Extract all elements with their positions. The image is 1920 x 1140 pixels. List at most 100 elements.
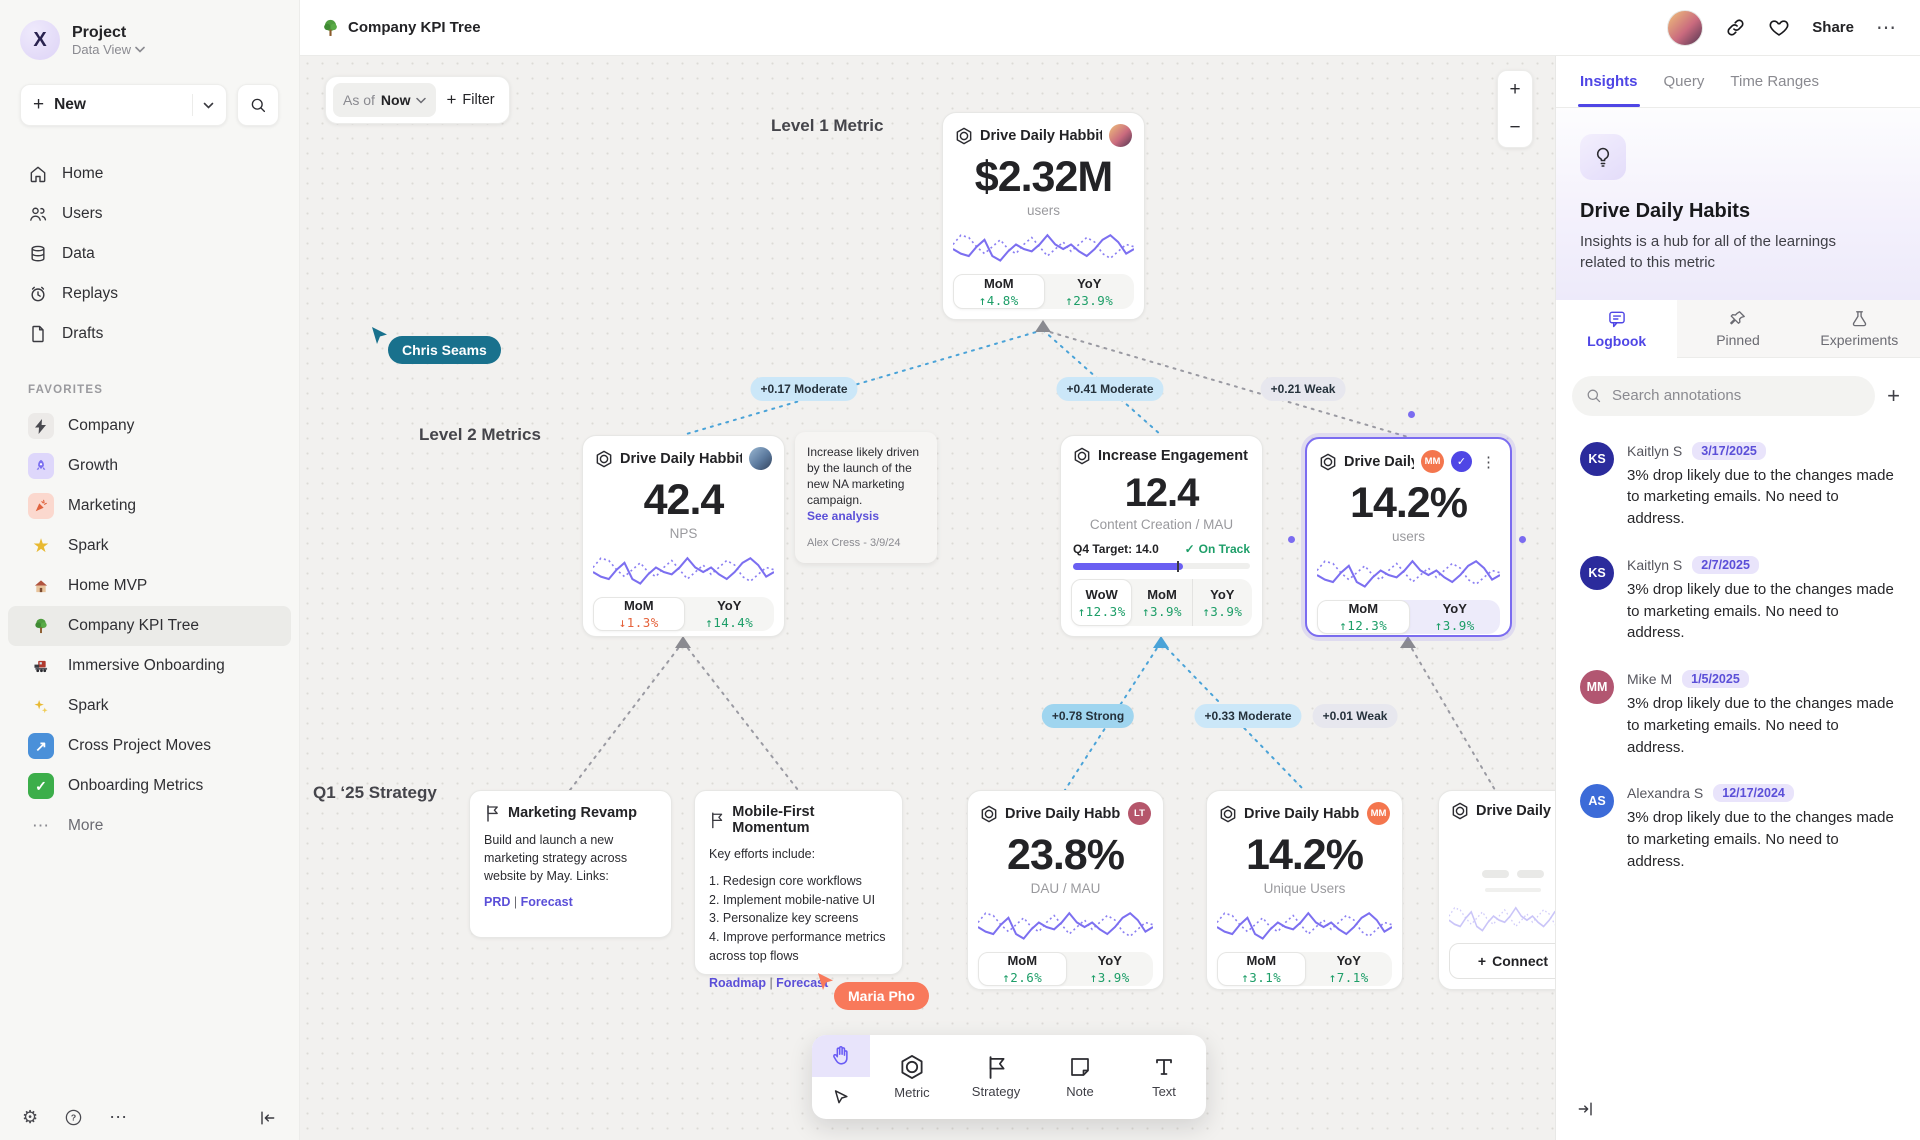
copy-link-icon[interactable] [1725, 17, 1746, 38]
forecast-link[interactable]: Forecast [776, 975, 829, 990]
favorite-item-onboarding-metrics[interactable]: ✓ Onboarding Metrics [8, 766, 291, 806]
favorite-item-immersive-onboarding[interactable]: Immersive Onboarding [8, 646, 291, 686]
annotation-text: 3% drop likely due to the changes made t… [1627, 695, 1894, 756]
selection-handle[interactable] [1288, 536, 1295, 543]
annotation-note-card[interactable]: Increase likely driven by the launch of … [795, 432, 937, 564]
delta-yoy[interactable]: YoY ↑23.9% [1065, 275, 1114, 308]
settings-gear-icon[interactable]: ⚙ [22, 1107, 39, 1127]
delta-mom[interactable]: MoM ↑4.8% [953, 274, 1045, 309]
sidebar-item-drafts[interactable]: Drafts [8, 314, 291, 354]
favorite-item-growth[interactable]: Growth [8, 446, 291, 486]
hand-tool-button[interactable] [812, 1035, 870, 1077]
sidebar-item-replays[interactable]: Replays [8, 274, 291, 314]
metric-card-partial[interactable]: Drive Daily Hab + Connect [1438, 790, 1555, 990]
annotation-item[interactable]: MM Mike M 1/5/2025 3% drop likely due to… [1580, 670, 1900, 758]
help-icon[interactable]: ? [64, 1108, 83, 1127]
add-annotation-button[interactable]: + [1887, 382, 1900, 408]
favorite-item-spark-2[interactable]: Spark [8, 686, 291, 726]
annotation-item[interactable]: AS Alexandra S 12/17/2024 3% drop likely… [1580, 784, 1900, 872]
prd-link[interactable]: PRD [484, 895, 511, 910]
sidebar-item-data[interactable]: Data [8, 234, 291, 274]
annotation-date-badge[interactable]: 2/7/2025 [1692, 555, 1759, 574]
subtab-logbook[interactable]: Logbook [1556, 299, 1678, 358]
sidebar-item-users[interactable]: Users [8, 194, 291, 234]
favorite-item-company[interactable]: Company [8, 406, 291, 446]
subtab-pinned[interactable]: Pinned [1677, 299, 1799, 358]
metric-value: 23.8% [1007, 831, 1125, 879]
search-button[interactable] [237, 84, 279, 126]
delta-mom[interactable]: MoM ↑3.1% [1217, 952, 1306, 986]
annotation-item[interactable]: KS Kaitlyn S 3/17/2025 3% drop likely du… [1580, 441, 1900, 530]
share-button[interactable]: Share [1812, 19, 1854, 36]
connect-metric-button[interactable]: + Connect [1449, 943, 1555, 979]
favorite-heart-icon[interactable] [1768, 17, 1790, 38]
note-author: Alex Cress - 3/9/24 [807, 537, 901, 550]
delta-yoy[interactable]: YoY ↑3.9% [1434, 601, 1475, 633]
strategy-tool-button[interactable]: Strategy [954, 1035, 1038, 1119]
favorite-item-company-kpi-tree[interactable]: Company KPI Tree [8, 606, 291, 646]
check-icon: ✓ [1184, 542, 1195, 556]
delta-mom[interactable]: MoM ↑2.6% [978, 952, 1067, 986]
card-menu-icon[interactable]: ⋮ [1481, 453, 1496, 471]
data-view-switcher[interactable]: Data View [72, 42, 145, 57]
favorite-item-spark[interactable]: ★ Spark [8, 526, 291, 566]
bolt-icon [28, 413, 54, 439]
selection-handle[interactable] [1519, 536, 1526, 543]
as-of-dropdown[interactable]: As of Now [333, 83, 437, 117]
chevron-down-icon[interactable] [203, 102, 214, 109]
new-button[interactable]: + New [20, 84, 227, 126]
tab-time-ranges[interactable]: Time Ranges [1730, 73, 1820, 90]
selection-handle[interactable] [1408, 411, 1415, 418]
annotation-date-badge[interactable]: 12/17/2024 [1713, 784, 1794, 803]
favorite-item-marketing[interactable]: Marketing [8, 486, 291, 526]
metric-card-level1[interactable]: Drive Daily Habbits $2.32M users MoM ↑4.… [942, 112, 1145, 320]
delta-wow[interactable]: WoW ↑12.3% [1071, 579, 1133, 626]
zoom-out-button[interactable]: − [1509, 117, 1521, 138]
delta-yoy[interactable]: YoY ↑14.4% [705, 598, 754, 630]
delta-mom[interactable]: MoM ↓1.3% [593, 597, 685, 631]
sidebar-item-home[interactable]: Home [8, 154, 291, 194]
metric-card-selected[interactable]: Drive Daily Habb.. MM ✓ ⋮ 14.2% users Mo… [1305, 437, 1512, 637]
metric-card-dau-mau[interactable]: Drive Daily Habbits LT 23.8% DAU / MAU M… [967, 790, 1164, 990]
select-tool-button[interactable] [812, 1077, 870, 1119]
annotation-date-badge[interactable]: 3/17/2025 [1692, 441, 1766, 460]
see-analysis-link[interactable]: See analysis [807, 509, 880, 524]
collapse-panel-icon[interactable] [1576, 1099, 1596, 1124]
sidebar-more-button[interactable]: ⋯ More [8, 806, 291, 846]
insight-description: Insights is a hub for all of the learnin… [1580, 233, 1836, 272]
tab-query[interactable]: Query [1663, 73, 1705, 90]
user-avatar[interactable] [1667, 9, 1704, 46]
metric-card-nps[interactable]: Drive Daily Habbits 42.4 NPS MoM ↓1.3% Y… [582, 435, 785, 637]
strategy-list-item: 1. Redesign core workflows [709, 873, 862, 888]
metric-card-unique-users[interactable]: Drive Daily Habbits MM 14.2% Unique User… [1206, 790, 1403, 990]
delta-yoy[interactable]: YoY ↑7.1% [1328, 953, 1369, 985]
forecast-link[interactable]: Forecast [520, 895, 573, 910]
subtab-experiments[interactable]: Experiments [1798, 299, 1920, 358]
metric-value: 42.4 [643, 476, 725, 524]
note-tool-button[interactable]: Note [1038, 1035, 1122, 1119]
kpi-tree-canvas[interactable]: As of Now + Filter + − Level 1 Metric Le… [300, 56, 1555, 1140]
annotation-item[interactable]: KS Kaitlyn S 2/7/2025 3% drop likely due… [1580, 555, 1900, 644]
favorite-item-home-mvp[interactable]: Home MVP [8, 566, 291, 606]
delta-mom[interactable]: MoM ↑12.3% [1317, 600, 1410, 634]
search-annotations-input[interactable] [1572, 375, 1876, 416]
metric-card-engagement[interactable]: Increase Engagement 12.4 Content Creatio… [1060, 435, 1263, 637]
tab-insights[interactable]: Insights [1578, 56, 1640, 107]
collapse-sidebar-icon[interactable] [257, 1108, 277, 1128]
strategy-card-mobile-first[interactable]: Mobile-First Momentum Key efforts includ… [694, 790, 903, 990]
delta-mom[interactable]: MoM ↑3.9% [1141, 586, 1183, 619]
text-tool-button[interactable]: Text [1122, 1035, 1206, 1119]
annotation-date-badge[interactable]: 1/5/2025 [1682, 670, 1749, 689]
zoom-in-button[interactable]: + [1509, 79, 1521, 100]
metric-tool-button[interactable]: Metric [870, 1035, 954, 1119]
add-filter-button[interactable]: + Filter [446, 90, 494, 110]
sidebar-ellipsis-icon[interactable]: ⋯ [109, 1107, 130, 1127]
delta-yoy[interactable]: YoY ↑3.9% [1191, 579, 1252, 626]
favorite-item-cross-project-moves[interactable]: ↗ Cross Project Moves [8, 726, 291, 766]
delta-yoy[interactable]: YoY ↑3.9% [1089, 953, 1130, 985]
project-switcher[interactable]: X Project Data View [0, 0, 299, 70]
strategy-card-marketing-revamp[interactable]: Marketing Revamp Build and launch a new … [469, 790, 672, 938]
target-label: Q4 Target: 14.0 [1073, 542, 1159, 556]
more-options-icon[interactable]: ⋯ [1876, 17, 1898, 39]
roadmap-link[interactable]: Roadmap [709, 975, 766, 990]
